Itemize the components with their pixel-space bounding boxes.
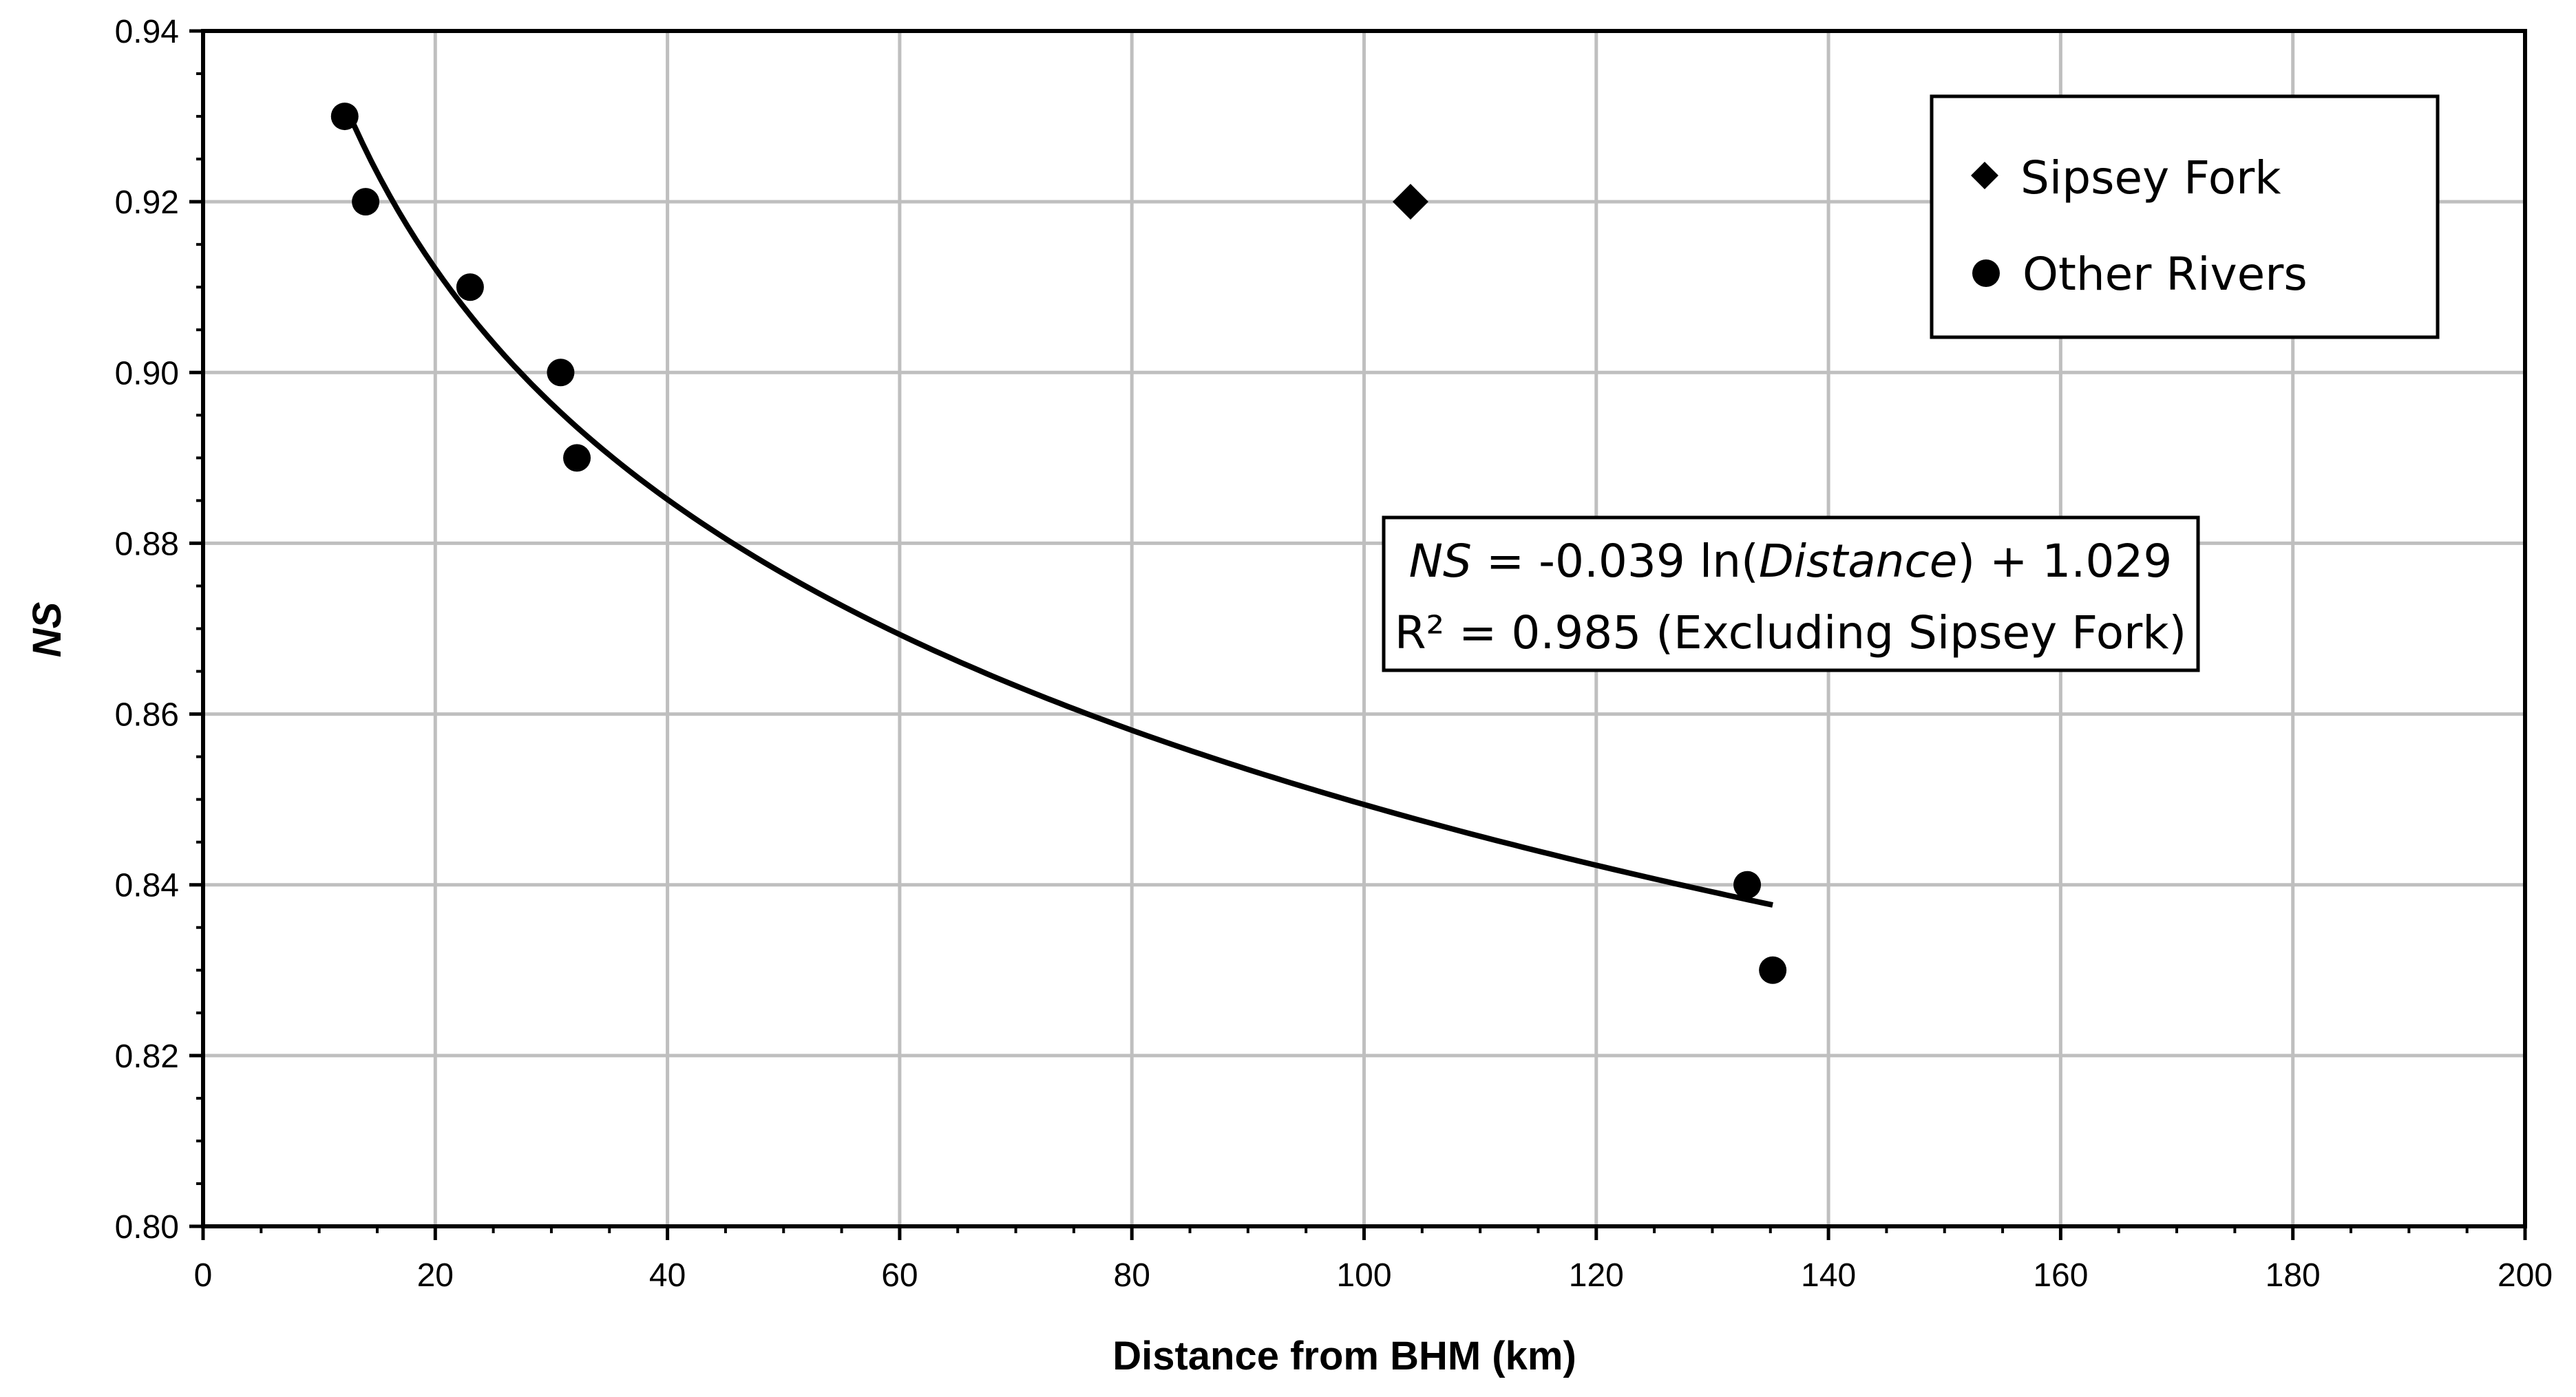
equation-var: NS bbox=[1409, 535, 1472, 588]
data-point-other-rivers bbox=[1733, 871, 1762, 899]
axes bbox=[189, 29, 2527, 1240]
equation-arg: Distance bbox=[1759, 535, 1958, 588]
x-tick-label: 20 bbox=[417, 1257, 454, 1294]
y-tick-label: 0.88 bbox=[115, 526, 179, 562]
r-squared-label: R² bbox=[1395, 606, 1444, 659]
data-point-other-rivers bbox=[352, 188, 380, 216]
y-axis-title: NS bbox=[25, 601, 70, 657]
y-tick-label: 0.80 bbox=[115, 1209, 179, 1246]
y-tick-label: 0.84 bbox=[115, 868, 179, 904]
y-tick-label: 0.92 bbox=[115, 184, 179, 221]
legend-marker-sipsey-fork bbox=[1971, 162, 1998, 189]
y-tick-label: 0.82 bbox=[115, 1038, 179, 1075]
data-points bbox=[330, 103, 1787, 984]
data-point-other-rivers bbox=[547, 359, 575, 387]
x-axis-title: Distance from BHM (km) bbox=[1112, 1334, 1576, 1378]
equation-box bbox=[1382, 515, 2200, 672]
equation-line: NS = -0.039 ln(Distance) + 1.029 bbox=[1409, 535, 2173, 588]
x-tick-label: 200 bbox=[2498, 1257, 2553, 1294]
data-point-other-rivers bbox=[330, 103, 359, 131]
data-point-other-rivers bbox=[456, 273, 484, 301]
equation-mid: = -0.039 ln( bbox=[1472, 535, 1759, 588]
x-tick-label: 60 bbox=[881, 1257, 918, 1294]
x-tick-label: 160 bbox=[2033, 1257, 2088, 1294]
x-tick-label: 40 bbox=[649, 1257, 686, 1294]
y-tick-labels: 0.80 0.82 0.84 0.86 0.88 0.90 0.92 0.94 bbox=[115, 14, 179, 1246]
equation-end: ) + 1.029 bbox=[1957, 535, 2172, 588]
plot-area-frame bbox=[201, 29, 2527, 1228]
x-tick-label: 100 bbox=[1336, 1257, 1391, 1294]
trendline-group bbox=[342, 103, 1773, 908]
legend-label-other-rivers: Other Rivers bbox=[2023, 248, 2308, 301]
x-tick-label: 120 bbox=[1569, 1257, 1624, 1294]
legend: Sipsey Fork Other Rivers bbox=[1930, 94, 2440, 339]
equation-annotation: NS = -0.039 ln(Distance) + 1.029 R² = 0.… bbox=[1382, 515, 2200, 672]
x-tick-label: 80 bbox=[1114, 1257, 1150, 1294]
y-tick-label: 0.94 bbox=[115, 14, 179, 50]
r-squared-line: R² = 0.985 (Excluding Sipsey Fork) bbox=[1395, 606, 2187, 659]
x-tick-label: 140 bbox=[1801, 1257, 1856, 1294]
legend-marker-other-rivers bbox=[1972, 259, 2000, 287]
x-tick-label: 180 bbox=[2266, 1257, 2321, 1294]
data-point-other-rivers bbox=[563, 444, 591, 472]
r-squared-value: = 0.985 (Excluding Sipsey Fork) bbox=[1444, 606, 2186, 659]
x-tick-label: 0 bbox=[194, 1257, 213, 1294]
legend-label-sipsey-fork: Sipsey Fork bbox=[2020, 151, 2281, 204]
x-tick-labels: 0 20 40 60 80 100 120 140 160 180 200 bbox=[194, 1257, 2553, 1294]
data-point-sipsey-fork bbox=[1392, 184, 1428, 220]
data-point-other-rivers bbox=[1759, 956, 1787, 984]
trendline bbox=[342, 103, 1773, 908]
legend-box bbox=[1930, 94, 2440, 339]
y-tick-label: 0.90 bbox=[115, 355, 179, 392]
y-tick-label: 0.86 bbox=[115, 697, 179, 734]
